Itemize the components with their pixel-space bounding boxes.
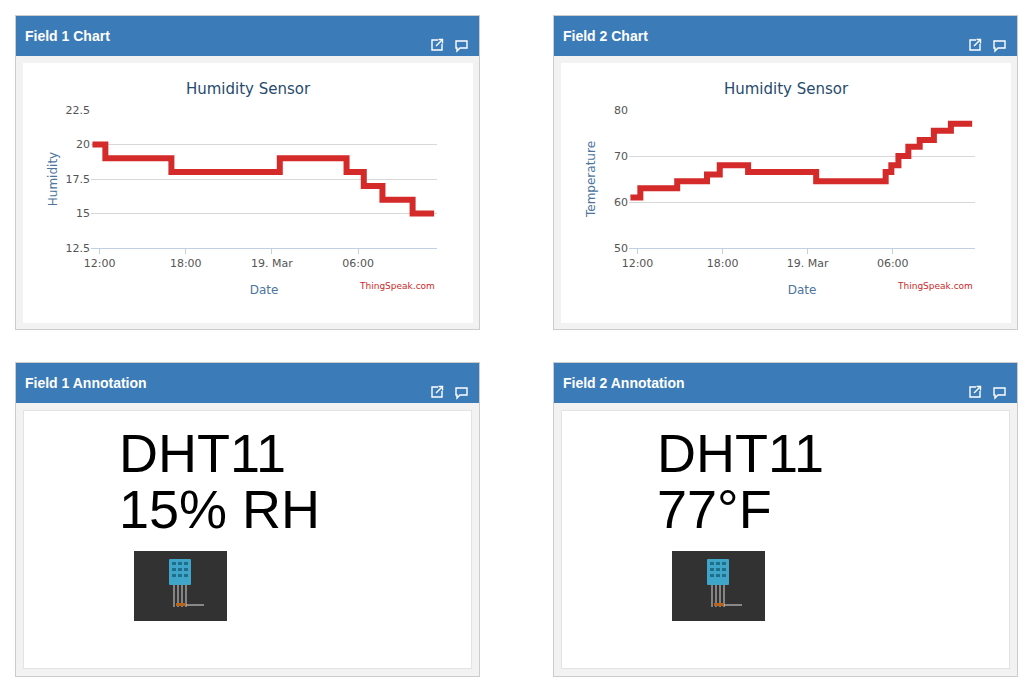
svg-text:18:00: 18:00 (707, 257, 739, 270)
svg-text:Temperature: Temperature (584, 141, 598, 218)
html-text:Field 2 Chart: Field 2 Chart (563, 28, 648, 44)
svg-text:Humidity: Humidity (46, 152, 60, 206)
svg-text:19. Mar: 19. Mar (787, 257, 829, 270)
svg-text:70: 70 (614, 150, 628, 163)
html-text:Field 1 Annotation: Field 1 Annotation (25, 375, 147, 391)
svg-text:ThingSpeak.com: ThingSpeak.com (897, 281, 973, 291)
svg-text:50: 50 (614, 242, 628, 255)
svg-text:Date: Date (250, 283, 279, 297)
html-text:15% RH: 15% RH (119, 479, 321, 539)
svg-text:18:00: 18:00 (170, 257, 202, 270)
svg-text:12:00: 12:00 (84, 257, 116, 270)
html-text:Field 1 Chart: Field 1 Chart (25, 28, 110, 44)
svg-text:22.5: 22.5 (66, 104, 91, 117)
html-text:DHT11: DHT11 (119, 423, 286, 483)
svg-text:15: 15 (76, 207, 90, 220)
html-text:Field 2 Annotation: Field 2 Annotation (563, 375, 685, 391)
svg-text:12.5: 12.5 (66, 242, 91, 255)
svg-text:Humidity Sensor: Humidity Sensor (724, 80, 849, 98)
svg-text:06:00: 06:00 (877, 257, 909, 270)
svg-text:ThingSpeak.com: ThingSpeak.com (359, 281, 435, 291)
svg-text:60: 60 (614, 196, 628, 209)
svg-text:19. Mar: 19. Mar (251, 257, 293, 270)
svg-text:20: 20 (76, 138, 90, 151)
html-text:77°F: 77°F (657, 479, 772, 539)
svg-text:Date: Date (788, 283, 817, 297)
svg-text:80: 80 (614, 104, 628, 117)
svg-text:12:00: 12:00 (622, 257, 654, 270)
svg-text:06:00: 06:00 (342, 257, 374, 270)
html-text:DHT11: DHT11 (657, 423, 824, 483)
svg-text:Humidity Sensor: Humidity Sensor (186, 80, 311, 98)
svg-text:17.5: 17.5 (66, 173, 91, 186)
